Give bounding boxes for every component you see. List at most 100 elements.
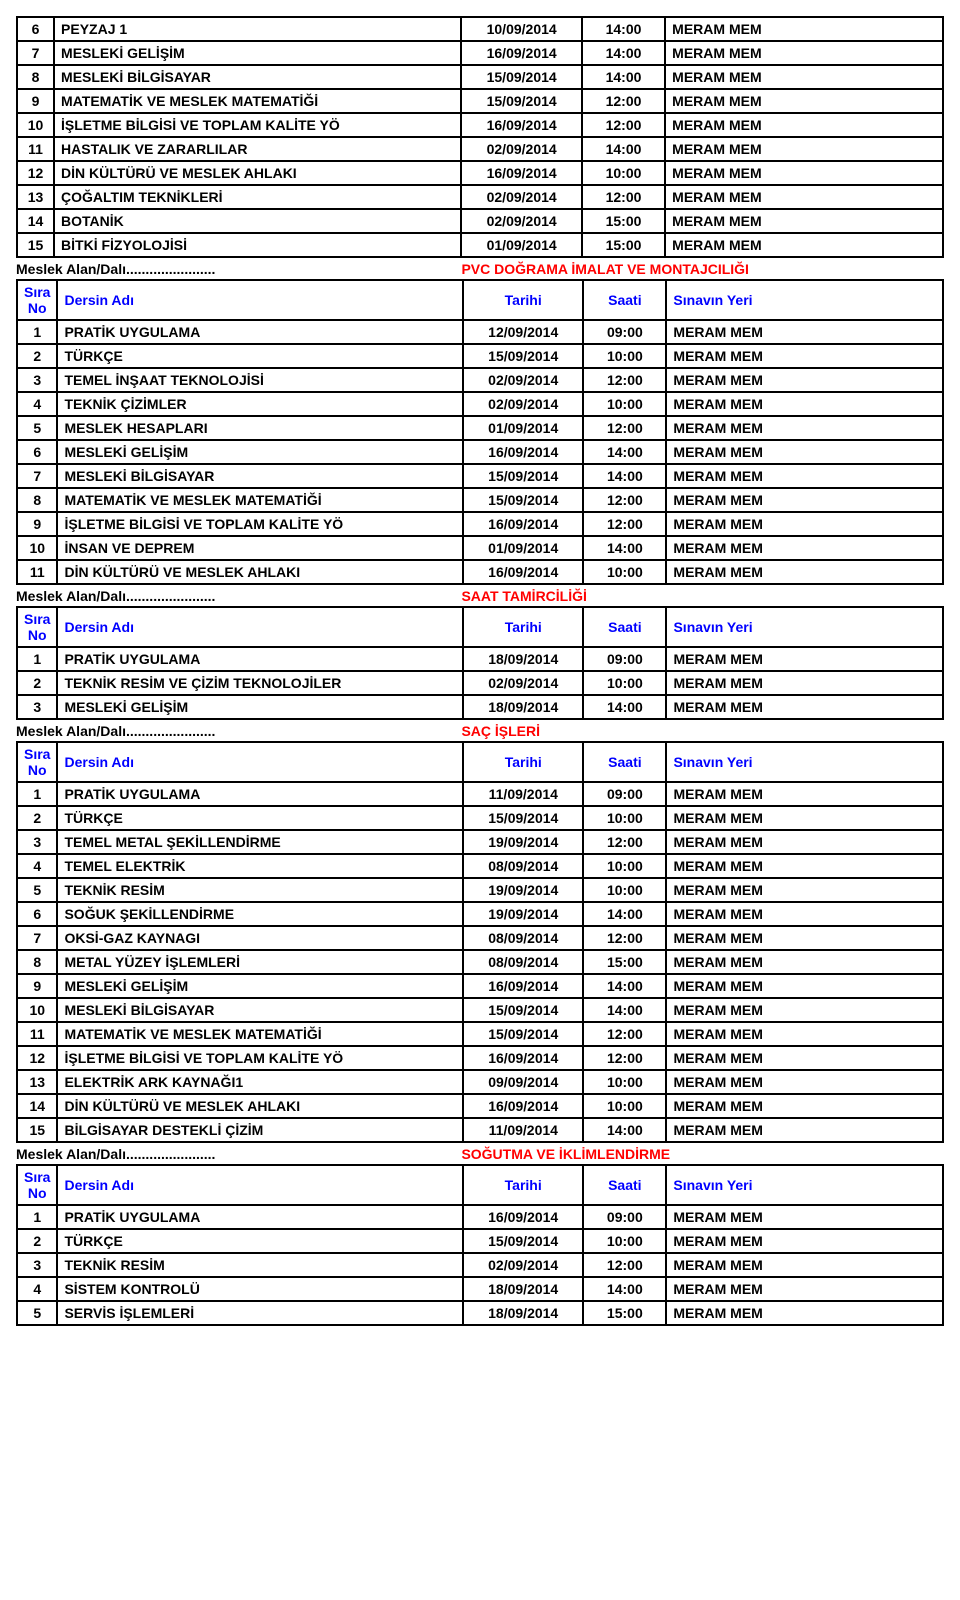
header-sira: Sıra No [17, 1165, 57, 1205]
course-date: 16/09/2014 [463, 440, 583, 464]
course-date: 01/09/2014 [461, 233, 581, 257]
course-time: 14:00 [583, 1277, 666, 1301]
header-dersin: Dersin Adı [57, 1165, 463, 1205]
course-time: 15:00 [582, 209, 665, 233]
section-label: Meslek Alan/Dalı....................... … [16, 585, 944, 606]
course-venue: MERAM MEM [666, 1301, 943, 1325]
course-venue: MERAM MEM [666, 902, 943, 926]
course-venue: MERAM MEM [666, 974, 943, 998]
table-row: 3 TEMEL METAL ŞEKİLLENDİRME 19/09/2014 1… [17, 830, 943, 854]
course-name: PRATİK UYGULAMA [57, 647, 463, 671]
course-venue: MERAM MEM [665, 185, 943, 209]
course-name: MESLEKİ BİLGİSAYAR [54, 65, 461, 89]
course-venue: MERAM MEM [666, 806, 943, 830]
table-row: 1 PRATİK UYGULAMA 12/09/2014 09:00 MERAM… [17, 320, 943, 344]
row-number: 7 [17, 464, 57, 488]
table-row: 4 TEKNİK ÇİZİMLER 02/09/2014 10:00 MERAM… [17, 392, 943, 416]
row-number: 15 [17, 1118, 57, 1142]
course-name: BOTANİK [54, 209, 461, 233]
course-date: 19/09/2014 [463, 878, 583, 902]
table-row: 14 BOTANİK 02/09/2014 15:00 MERAM MEM [17, 209, 943, 233]
table-row: 5 MESLEK HESAPLARI 01/09/2014 12:00 MERA… [17, 416, 943, 440]
course-date: 16/09/2014 [463, 512, 583, 536]
course-date: 16/09/2014 [461, 161, 581, 185]
course-time: 12:00 [583, 1022, 666, 1046]
course-venue: MERAM MEM [666, 488, 943, 512]
row-number: 6 [17, 902, 57, 926]
table-row: 5 TEKNİK RESİM 19/09/2014 10:00 MERAM ME… [17, 878, 943, 902]
row-number: 14 [17, 209, 54, 233]
course-time: 10:00 [583, 344, 666, 368]
table-row: 4 TEMEL ELEKTRİK 08/09/2014 10:00 MERAM … [17, 854, 943, 878]
section-table: Sıra No Dersin Adı Tarihi Saati Sınavın … [16, 1164, 944, 1326]
table-row: 15 BİLGİSAYAR DESTEKLİ ÇİZİM 11/09/2014 … [17, 1118, 943, 1142]
table-row: 13 ÇOĞALTIM TEKNİKLERİ 02/09/2014 12:00 … [17, 185, 943, 209]
course-date: 02/09/2014 [463, 368, 583, 392]
row-number: 12 [17, 161, 54, 185]
course-name: MESLEKİ GELİŞİM [57, 440, 463, 464]
course-time: 14:00 [583, 902, 666, 926]
row-number: 8 [17, 488, 57, 512]
row-number: 9 [17, 89, 54, 113]
document-root: 6 PEYZAJ 1 10/09/2014 14:00 MERAM MEM 7 … [16, 16, 944, 1326]
table-row: 6 SOĞUK ŞEKİLLENDİRME 19/09/2014 14:00 M… [17, 902, 943, 926]
row-number: 3 [17, 1253, 57, 1277]
course-date: 15/09/2014 [461, 89, 581, 113]
course-time: 14:00 [583, 464, 666, 488]
header-saati: Saati [583, 742, 666, 782]
course-name: PRATİK UYGULAMA [57, 320, 463, 344]
course-venue: MERAM MEM [666, 854, 943, 878]
course-venue: MERAM MEM [665, 65, 943, 89]
course-time: 14:00 [583, 974, 666, 998]
course-venue: MERAM MEM [665, 89, 943, 113]
course-time: 10:00 [583, 1070, 666, 1094]
course-date: 12/09/2014 [463, 320, 583, 344]
course-venue: MERAM MEM [666, 1046, 943, 1070]
course-time: 10:00 [583, 806, 666, 830]
course-time: 10:00 [582, 161, 665, 185]
course-date: 15/09/2014 [461, 65, 581, 89]
table-row: 14 DİN KÜLTÜRÜ VE MESLEK AHLAKI 16/09/20… [17, 1094, 943, 1118]
header-tarihi: Tarihi [463, 742, 583, 782]
course-date: 16/09/2014 [461, 113, 581, 137]
course-name: TEKNİK RESİM VE ÇİZİM TEKNOLOJİLER [57, 671, 463, 695]
course-time: 12:00 [583, 512, 666, 536]
course-name: MATEMATİK VE MESLEK MATEMATİĞİ [57, 488, 463, 512]
course-name: İŞLETME BİLGİSİ VE TOPLAM KALİTE YÖ [57, 512, 463, 536]
course-time: 15:00 [583, 1301, 666, 1325]
course-time: 10:00 [583, 392, 666, 416]
course-venue: MERAM MEM [666, 512, 943, 536]
course-venue: MERAM MEM [666, 1022, 943, 1046]
course-name: TEMEL ELEKTRİK [57, 854, 463, 878]
row-number: 13 [17, 1070, 57, 1094]
row-number: 4 [17, 1277, 57, 1301]
table-row: 9 İŞLETME BİLGİSİ VE TOPLAM KALİTE YÖ 16… [17, 512, 943, 536]
course-name: İŞLETME BİLGİSİ VE TOPLAM KALİTE YÖ [57, 1046, 463, 1070]
table-row: 7 MESLEKİ GELİŞİM 16/09/2014 14:00 MERAM… [17, 41, 943, 65]
course-venue: MERAM MEM [666, 1070, 943, 1094]
course-date: 16/09/2014 [463, 1205, 583, 1229]
course-venue: MERAM MEM [666, 1277, 943, 1301]
header-sira: Sıra No [17, 742, 57, 782]
table-row: 9 MATEMATİK VE MESLEK MATEMATİĞİ 15/09/2… [17, 89, 943, 113]
course-time: 12:00 [582, 185, 665, 209]
row-number: 13 [17, 185, 54, 209]
row-number: 6 [17, 17, 54, 41]
course-time: 09:00 [583, 782, 666, 806]
section-label: Meslek Alan/Dalı....................... … [16, 1143, 944, 1164]
course-date: 08/09/2014 [463, 926, 583, 950]
course-name: DİN KÜLTÜRÜ VE MESLEK AHLAKI [54, 161, 461, 185]
course-date: 16/09/2014 [463, 560, 583, 584]
course-date: 18/09/2014 [463, 695, 583, 719]
row-number: 1 [17, 647, 57, 671]
course-time: 14:00 [583, 695, 666, 719]
course-venue: MERAM MEM [666, 320, 943, 344]
row-number: 2 [17, 671, 57, 695]
course-name: TEKNİK RESİM [57, 1253, 463, 1277]
row-number: 9 [17, 512, 57, 536]
course-time: 10:00 [583, 560, 666, 584]
table-row: 10 İNSAN VE DEPREM 01/09/2014 14:00 MERA… [17, 536, 943, 560]
course-venue: MERAM MEM [665, 209, 943, 233]
course-venue: MERAM MEM [666, 416, 943, 440]
course-time: 12:00 [582, 113, 665, 137]
